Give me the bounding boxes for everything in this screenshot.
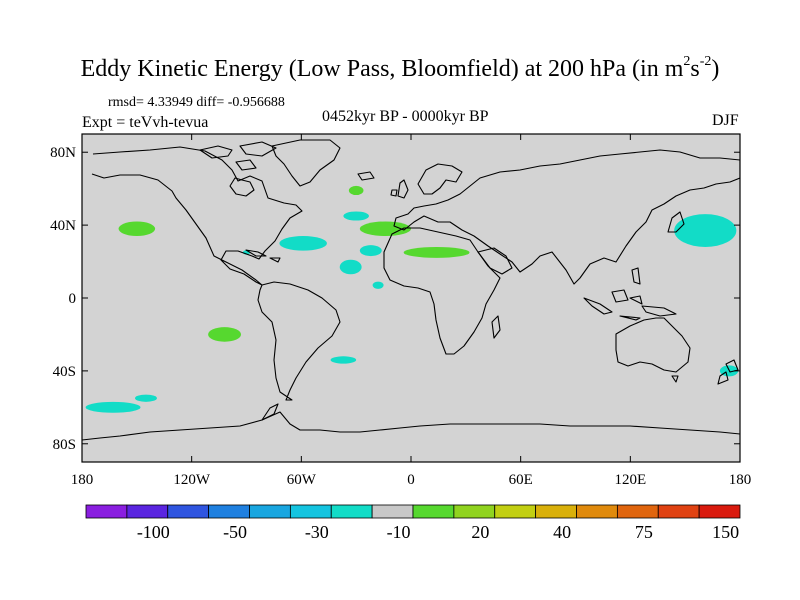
colorbar-swatch (167, 504, 210, 519)
colorbar-label: 40 (553, 522, 571, 542)
colorbar-label: 75 (635, 522, 653, 542)
coast-hudson-bay (229, 177, 255, 197)
coast-madagascar (491, 315, 501, 339)
season-label: DJF (712, 112, 739, 129)
x-tick-label: 60E (509, 472, 533, 488)
colorbar: -100 -50 -30 -10 20 40 75 150 (85, 504, 741, 542)
anomaly-iberia-atlantic (359, 221, 411, 237)
colorbar-swatch (453, 504, 496, 519)
coast-japan (667, 211, 685, 233)
x-tick-label: 60W (287, 472, 317, 488)
coast-australia (615, 317, 691, 373)
coast-south-america (257, 281, 341, 401)
title-unit-s: s (690, 56, 700, 82)
y-tick-label: 40N (50, 218, 76, 234)
colorbar-swatch (412, 504, 455, 519)
coast-arabia (477, 247, 513, 275)
colorbar-label: -50 (223, 522, 247, 542)
plot-title: Eddy Kinetic Energy (Low Pass, Bloomfiel… (0, 54, 800, 83)
anomaly-north-africa (403, 246, 470, 258)
y-tick-label: 80N (50, 145, 76, 161)
coast-scandinavia (417, 163, 463, 195)
coast-british-isles (390, 179, 409, 199)
anomaly-southern-pacific-west (85, 401, 141, 413)
title-sup-2: -2 (699, 54, 712, 69)
coast-tasmania (671, 375, 679, 383)
anomaly-central-pacific-north (118, 221, 156, 237)
colorbar-swatch (698, 504, 741, 519)
stats-label: rmsd= 4.33949 diff= -0.956688 (108, 95, 285, 110)
coast-new-zealand (717, 359, 739, 385)
coast-antarctic-peninsula (261, 403, 279, 421)
coast-greenland (271, 139, 341, 187)
anomaly-atlantic-tropics (372, 281, 384, 289)
colorbar-swatch (657, 504, 700, 519)
map-background (82, 134, 740, 462)
colorbar-label: 20 (471, 522, 489, 542)
y-tick-label: 80S (53, 437, 76, 453)
coastlines (82, 139, 740, 441)
colorbar-label: -10 (387, 522, 411, 542)
anomaly-south-east-pacific (208, 327, 242, 342)
colorbar-swatch (494, 504, 537, 519)
colorbar-swatch (371, 504, 414, 519)
anomaly-south-atlantic (330, 356, 357, 364)
colorbar-label: -30 (305, 522, 329, 542)
coast-antarctica (82, 411, 740, 441)
anomaly-caribbean-band (359, 245, 382, 257)
period-label: 0452kyr BP - 0000kyr BP (322, 108, 489, 125)
coast-iceland (357, 171, 375, 181)
x-tick-label: 180 (729, 472, 752, 488)
colorbar-swatch (249, 504, 291, 519)
anomaly-western-atlantic (279, 236, 327, 251)
colorbar-swatch (576, 504, 618, 519)
coast-indonesia (583, 289, 677, 321)
colorbar-label: -100 (137, 522, 170, 542)
x-tick-label: 0 (407, 472, 415, 488)
colorbar-swatch (126, 504, 169, 519)
coast-eurasia (393, 149, 740, 285)
colorbar-swatch (289, 504, 332, 519)
coast-arctic-islands (199, 141, 277, 171)
x-tick-label: 120E (614, 472, 646, 488)
y-tick-label: 40S (53, 364, 76, 380)
y-tick-label: 0 (69, 291, 77, 307)
anomaly-north-atlantic-small (343, 211, 369, 221)
colorbar-swatch (208, 504, 250, 519)
experiment-label: Expt = teVvh-tevua (82, 114, 209, 131)
colorbar-swatch (535, 504, 577, 519)
coast-africa (383, 227, 501, 355)
anomaly-western-north-pacific (674, 214, 737, 247)
title-text: Eddy Kinetic Energy (Low Pass, Bloomfiel… (80, 56, 684, 82)
anomaly-layer (85, 185, 739, 413)
anomaly-southern-pacific-east (135, 394, 157, 402)
colorbar-swatch (330, 504, 373, 519)
colorbar-label: 150 (712, 522, 739, 542)
coast-north-america (91, 146, 303, 286)
title-sup-1: 2 (683, 54, 691, 69)
x-tick-label: 180 (71, 472, 94, 488)
colorbar-swatch (85, 504, 128, 519)
coast-philippines (631, 267, 641, 285)
anomaly-mid-atlantic-south (339, 259, 362, 275)
colorbar-swatch (616, 504, 659, 519)
anomaly-iceland-region (348, 185, 364, 196)
axis-ticks: 180 120W 60W 0 60E 120E 180 80N 40N 0 40S 80S (50, 134, 751, 488)
title-close: ) (711, 56, 720, 82)
x-tick-label: 120W (173, 472, 211, 488)
coast-caribbean (245, 249, 281, 263)
